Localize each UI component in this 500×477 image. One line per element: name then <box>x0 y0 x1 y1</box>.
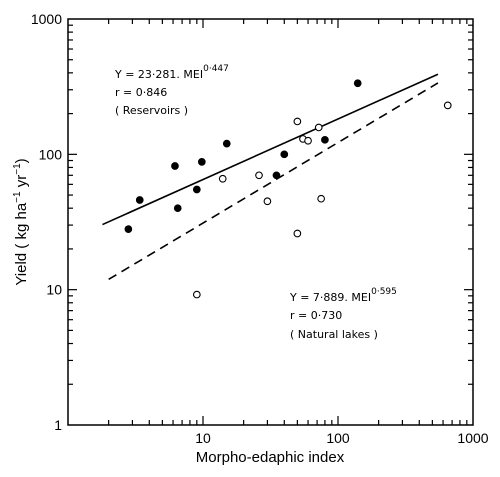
natural-lake-point <box>263 197 272 206</box>
reservoir-point <box>280 150 289 159</box>
natural-lake-point <box>293 117 302 126</box>
reservoir-point <box>135 196 144 204</box>
fit-lines <box>102 73 439 281</box>
natural-lake-point <box>314 123 323 132</box>
reservoir-point <box>353 79 362 88</box>
natural-lakes-label: ( Natural lakes ) <box>290 328 378 341</box>
reservoirs-annotation: Y = 23·281. MEI0·447 r = 0·846 ( Reservo… <box>114 64 229 117</box>
plot-frame <box>67 18 474 426</box>
reservoir-point <box>173 204 182 213</box>
svg-text:Y = 7·889. MEI0·595: Y = 7·889. MEI0·595 <box>289 287 397 304</box>
reservoir-point <box>171 162 179 170</box>
natural-lakes-fit-line <box>108 82 439 281</box>
x-tick-label: 1000 <box>457 430 488 446</box>
reservoir-point <box>197 157 206 166</box>
natural-lake-point <box>255 171 263 180</box>
reservoir-point <box>321 135 329 144</box>
reservoir-point <box>272 171 281 180</box>
y-axis-label: Yield ( kg ha−1 yr−1) <box>12 158 30 285</box>
reservoir-point <box>124 225 133 234</box>
x-tick-label: 100 <box>326 430 350 446</box>
natural-lake-point <box>218 174 227 183</box>
x-axis-label: Morpho-edaphic index <box>196 449 345 466</box>
axis-ticks: 10 100 1000 1 10 100 1000 <box>31 11 489 446</box>
svg-text:Y = 23·281. MEI0·447: Y = 23·281. MEI0·447 <box>114 64 229 81</box>
data-points <box>124 79 452 299</box>
natural-lakes-equation: Y = 7·889. MEI <box>289 291 371 304</box>
natural-lake-point <box>293 229 302 238</box>
y-tick-label: 1 <box>54 417 62 433</box>
natural-lake-point <box>317 194 325 203</box>
y-tick-label: 100 <box>39 146 63 162</box>
natural-lakes-annotation: Y = 7·889. MEI0·595 r = 0·730 ( Natural … <box>289 287 397 341</box>
reservoirs-exponent: 0·447 <box>203 64 229 74</box>
reservoirs-r: r = 0·846 <box>115 86 167 99</box>
natural-lake-point <box>443 101 452 110</box>
reservoirs-fit-line <box>102 73 439 226</box>
y-tick-label: 1000 <box>31 11 62 27</box>
reservoir-point <box>192 185 201 194</box>
natural-lake-point <box>304 136 312 145</box>
natural-lakes-exponent: 0·595 <box>371 287 397 297</box>
svg-text:Yield ( kg ha−1 yr−1): Yield ( kg ha−1 yr−1) <box>12 158 30 285</box>
reservoir-point <box>222 139 231 148</box>
natural-lakes-r: r = 0·730 <box>290 309 342 322</box>
y-tick-label: 10 <box>46 282 62 298</box>
natural-lake-point <box>192 290 201 299</box>
reservoirs-label: ( Reservoirs ) <box>115 104 188 117</box>
x-tick-label: 10 <box>195 430 211 446</box>
reservoirs-equation: Y = 23·281. MEI <box>114 68 203 81</box>
